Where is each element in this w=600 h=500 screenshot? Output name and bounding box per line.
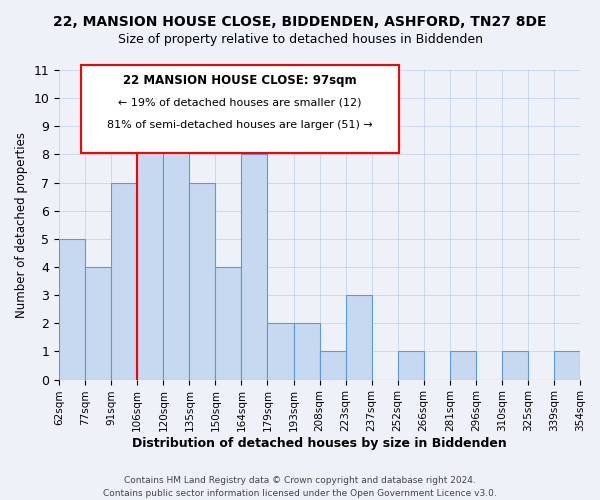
Bar — [190, 182, 215, 380]
Bar — [398, 352, 424, 380]
Bar — [320, 352, 346, 380]
Text: 22, MANSION HOUSE CLOSE, BIDDENDEN, ASHFORD, TN27 8DE: 22, MANSION HOUSE CLOSE, BIDDENDEN, ASHF… — [53, 15, 547, 29]
Text: ← 19% of detached houses are smaller (12): ← 19% of detached houses are smaller (12… — [118, 98, 362, 108]
X-axis label: Distribution of detached houses by size in Biddenden: Distribution of detached houses by size … — [132, 437, 507, 450]
Bar — [111, 182, 137, 380]
Bar — [85, 267, 111, 380]
Bar — [502, 352, 528, 380]
Bar — [450, 352, 476, 380]
Y-axis label: Number of detached properties: Number of detached properties — [15, 132, 28, 318]
Text: 22 MANSION HOUSE CLOSE: 97sqm: 22 MANSION HOUSE CLOSE: 97sqm — [123, 74, 357, 87]
Bar — [241, 154, 268, 380]
Text: Contains HM Land Registry data © Crown copyright and database right 2024.: Contains HM Land Registry data © Crown c… — [124, 476, 476, 485]
Bar — [554, 352, 580, 380]
Bar — [163, 126, 190, 380]
Text: 81% of semi-detached houses are larger (51) →: 81% of semi-detached houses are larger (… — [107, 120, 373, 130]
Bar — [268, 324, 293, 380]
Bar — [293, 324, 320, 380]
Bar — [59, 239, 85, 380]
Bar — [346, 295, 371, 380]
Text: Contains public sector information licensed under the Open Government Licence v3: Contains public sector information licen… — [103, 488, 497, 498]
Text: Size of property relative to detached houses in Biddenden: Size of property relative to detached ho… — [118, 32, 482, 46]
Bar — [215, 267, 241, 380]
Bar — [137, 126, 163, 380]
